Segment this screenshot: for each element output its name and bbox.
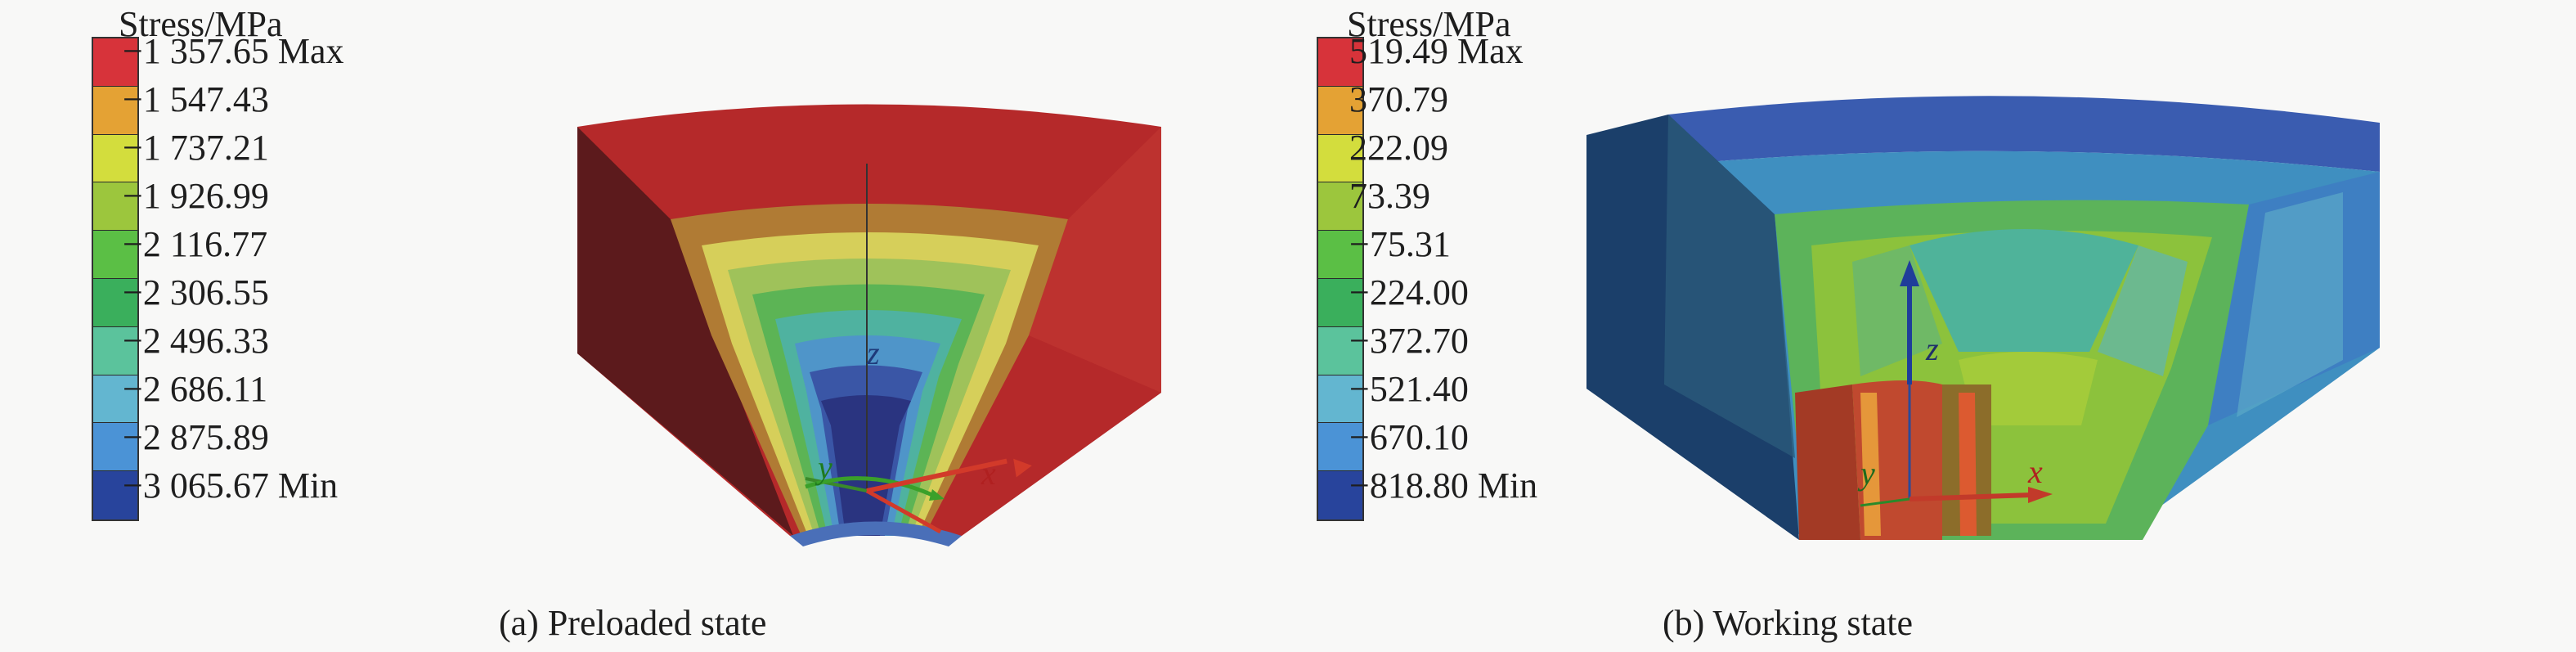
axis-label-z: z: [1925, 330, 1939, 367]
legend-label-min: −3 065.67 Min: [123, 465, 339, 506]
legend-title: Stress/MPa: [1347, 4, 1511, 44]
color-scale-segment: [1318, 134, 1362, 183]
color-scale-segment: [1318, 423, 1362, 472]
axis-label-x: x: [2027, 453, 2043, 490]
axis-label-y: y: [1857, 455, 1875, 492]
color-scale-segment: [1318, 231, 1362, 279]
legend-label: −1 547.43: [123, 79, 269, 119]
legend-label-max: −1 357.65 Max: [123, 31, 344, 71]
legend-label: −224.00: [1349, 272, 1469, 313]
color-scale-segment: [93, 471, 137, 519]
color-scale-segment: [1318, 326, 1362, 375]
caption-b: (b) Working state: [1663, 603, 1914, 643]
axis-label-x: x: [981, 455, 996, 492]
y-axis-line: [1860, 497, 1910, 507]
color-scale-segment: [93, 182, 137, 232]
inner-teal-top: [1910, 229, 2138, 352]
axis-label-z: z: [866, 335, 880, 371]
color-scale-segment: [1318, 86, 1362, 135]
color-scale-segment: [1318, 38, 1362, 87]
color-scale-segment: [1318, 471, 1362, 519]
color-scale-segment: [93, 86, 137, 135]
top-rim: [1668, 96, 2380, 172]
y-axis-arrow: [805, 476, 934, 497]
color-scale-bar: [1317, 37, 1364, 521]
panel-preloaded: Stress/MPa −1 357.65 Max −1 547.43 −1 73…: [92, 4, 1161, 643]
x-axis-arrow: [1909, 492, 2033, 501]
fea-model-preloaded: z y x: [577, 104, 1161, 546]
legend-label: −1 926.99: [123, 176, 269, 216]
legend-label: −2 306.55: [123, 272, 269, 313]
color-scale-segment: [93, 278, 137, 327]
panel-working: Stress/MPa 519.49 Max 370.79 222.09 73.3…: [1288, 0, 2576, 652]
caption-a: (a) Preloaded state: [499, 603, 767, 643]
color-scale-bar: [92, 37, 139, 521]
legend-label: −1 737.21: [123, 128, 269, 168]
legend-label-min: −818.80 Min: [1349, 465, 1538, 506]
x-axis-arrow-2: [865, 488, 942, 534]
legend-label: 370.79: [1349, 79, 1448, 119]
y-axis-line: [805, 477, 868, 492]
legend-label: −2 686.11: [123, 369, 268, 409]
legend-label: −2 875.89: [123, 417, 269, 457]
fea-model-working: z y x: [1586, 96, 2380, 540]
left-face: [577, 127, 793, 536]
color-scale-segment: [93, 134, 137, 183]
legend-label-max: 519.49 Max: [1349, 31, 1524, 71]
legend-label: 73.39: [1349, 176, 1430, 216]
color-scale-segment: [93, 326, 137, 375]
color-scale-segment: [1318, 375, 1362, 424]
bore-left: [1795, 384, 1860, 540]
color-scale-segment: [93, 423, 137, 472]
color-scale-segment: [93, 375, 137, 424]
legend-label: −521.40: [1349, 369, 1469, 409]
axis-label-y: y: [815, 449, 832, 486]
legend-label: 222.09: [1349, 128, 1448, 168]
legend-label: −670.10: [1349, 417, 1469, 457]
legend-title: Stress/MPa: [119, 4, 283, 44]
color-scale-segment: [93, 38, 137, 87]
legend-label: −75.31: [1349, 224, 1451, 264]
bore-lip: [790, 521, 962, 546]
legend-label: −2 116.77: [123, 224, 268, 264]
right-face: [1029, 127, 1161, 393]
x-axis-arrow: [866, 458, 1008, 493]
color-scale-segment: [1318, 182, 1362, 232]
color-scale-segment: [1318, 278, 1362, 327]
legend-label: −2 496.33: [123, 321, 269, 361]
color-scale-segment: [93, 231, 137, 279]
legend-label: −372.70: [1349, 321, 1469, 361]
